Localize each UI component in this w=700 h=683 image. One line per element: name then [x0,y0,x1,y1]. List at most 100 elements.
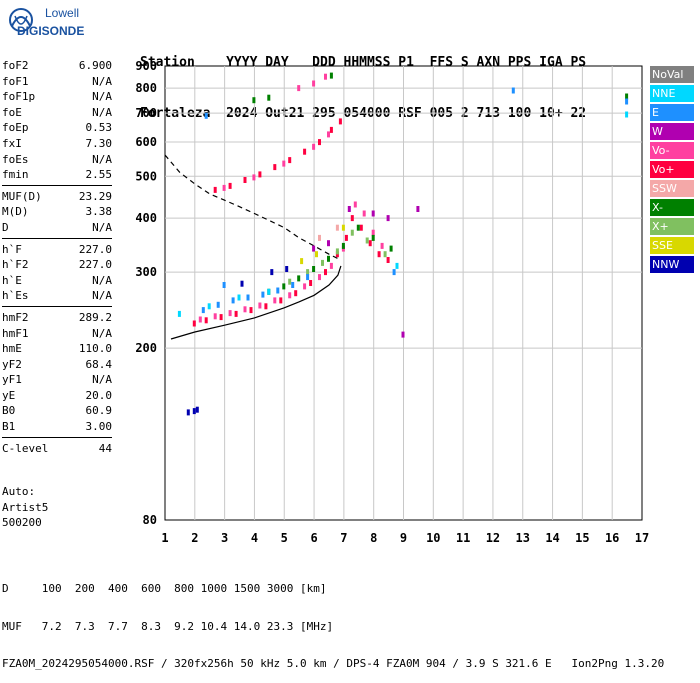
data-point [309,280,313,286]
separator [2,436,112,438]
y-tick-label: 80 [143,513,157,527]
param-name: B1 [2,420,16,434]
data-point [356,224,360,231]
data-point [207,303,211,310]
data-point [395,262,399,269]
data-point [195,406,199,413]
data-point [329,126,333,133]
y-tick-label: 300 [135,265,157,279]
data-point [324,73,327,80]
chart-points [177,72,629,416]
x-tick-label: 2 [191,531,198,545]
param-row: foEp 0.53 [2,120,112,136]
param-name: hmF1 [2,326,29,340]
data-point [264,303,268,310]
data-point [335,248,339,255]
param-row: foF1p N/A [2,89,112,105]
y-tick-label: 900 [135,59,157,73]
param-row: fmin 2.55 [2,167,112,183]
x-tick-label: 5 [281,531,288,545]
param-value: 60.9 [85,404,113,418]
footer-file-info: FZA0M_2024295054000.RSF / 320fx256h 50 k… [2,657,665,670]
param-value: 23.29 [78,189,112,203]
data-point [341,242,345,249]
data-point [222,282,226,288]
x-tick-label: 6 [310,531,317,545]
param-row: yF1 N/A [2,372,112,388]
params-group-1: foF2 6.900 foF1 N/A foF1p N/A foE N/A foEp 0.53 fx… [2,58,112,183]
param-name: yF2 [2,357,22,371]
legend-item: NNW [650,256,694,273]
param-row: h`F 227.0 [2,242,112,258]
data-point [416,206,420,212]
data-point [329,72,333,79]
autoscale-label: Auto: [2,485,36,498]
param-name: foF2 [2,59,29,72]
data-point [327,255,330,262]
x-tick-label: 16 [605,531,619,545]
param-name: h`Es [2,289,29,303]
param-value: 3.00 [85,420,113,434]
data-point [380,242,384,249]
data-point [350,215,354,222]
data-point [216,301,220,308]
data-point [267,94,271,101]
data-point [294,290,298,297]
data-point [282,283,286,290]
data-point [273,164,277,171]
x-tick-label: 9 [400,531,407,545]
param-value: N/A [92,373,112,387]
data-point [282,160,286,167]
param-value: 227.0 [78,258,112,272]
data-point [318,234,321,241]
param-row: hmF1 N/A [2,326,112,342]
param-row: h`Es N/A [2,288,112,304]
param-name: h`F [2,242,22,256]
param-name: h`E [2,273,22,287]
data-point [371,234,375,241]
x-tick-label: 4 [251,531,258,545]
x-tick-label: 17 [635,531,649,545]
param-row: MUF(D) 23.29 [2,189,112,205]
param-row: yF2 68.4 [2,357,112,373]
param-name: yE [2,388,16,402]
param-row: D N/A [2,220,112,236]
x-tick-label: 15 [575,531,589,545]
param-name: hmF2 [2,310,29,324]
param-value: 44 [98,441,112,455]
param-value: N/A [92,152,112,166]
data-point [288,292,292,299]
data-point [279,297,283,304]
x-tick-label: 12 [486,531,500,545]
scaled-parameters-panel: foF2 6.900 foF1 N/A foF1p N/A foE N/A foEp 0.53 fx… [2,58,112,456]
legend-item: SSE [650,237,694,254]
x-tick-label: 10 [426,531,440,545]
param-row: foEs N/A [2,152,112,168]
artist-version: Artist5 [2,500,49,514]
data-point [228,310,232,317]
param-value: 3.38 [85,205,113,219]
legend-item: Vo- [650,142,694,159]
param-name: foE [2,105,22,119]
data-point [252,97,256,104]
data-point [362,210,366,217]
data-point [204,112,208,119]
data-point [327,240,330,247]
y-tick-label: 700 [135,106,157,120]
param-name: foF1 [2,74,29,88]
params-group-2: MUF(D) 23.29 M(D) 3.38 D N/A [2,189,112,236]
param-value: N/A [92,220,112,234]
param-name: MUF(D) [2,189,42,203]
data-point [249,307,253,314]
param-row: C-level 44 [2,441,112,457]
data-point [386,257,390,263]
data-point [318,274,321,281]
data-point [258,171,262,178]
data-point [219,314,223,321]
data-point [365,237,369,244]
logo-line2: DIGISONDE [17,24,84,38]
y-tick-label: 600 [135,135,157,149]
data-point [321,259,324,266]
data-point [198,316,202,323]
logo-line1: Lowell [45,6,79,20]
